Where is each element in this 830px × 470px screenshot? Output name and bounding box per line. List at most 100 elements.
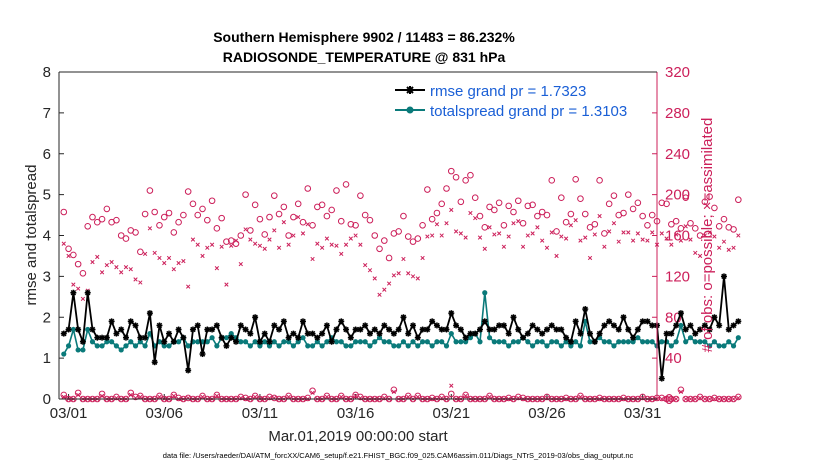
assimilated-obs-point [712, 234, 717, 239]
possible-obs-point [146, 187, 154, 194]
totalspread-point [683, 339, 689, 345]
assimilated-obs-point [358, 242, 363, 247]
assimilated-obs-point [563, 236, 569, 241]
rmse-point [60, 330, 67, 337]
assimilated-obs-point [707, 230, 712, 235]
possible-obs-point [471, 194, 479, 201]
rmse-point [716, 322, 723, 329]
rmse-point [70, 289, 77, 296]
left-tick-label: 1 [43, 350, 51, 367]
totalspread-point [353, 339, 359, 345]
possible-obs-point [543, 211, 551, 219]
assimilated-obs-point [391, 389, 397, 395]
rmse-point [271, 322, 278, 329]
totalspread-point [276, 343, 282, 349]
totalspread-point [678, 322, 684, 329]
assimilated-obs-point [195, 242, 200, 247]
assimilated-obs-point [209, 242, 215, 247]
rmse-point [548, 322, 555, 329]
rmse-point [276, 326, 283, 333]
possible-obs-point [706, 193, 713, 200]
assimilated-obs-point [678, 238, 684, 243]
totalspread-point [668, 343, 674, 349]
possible-obs-point [304, 394, 312, 402]
assimilated-obs-point [439, 233, 444, 238]
possible-obs-point [180, 211, 187, 219]
assimilated-obs-point [353, 233, 358, 238]
possible-obs-point [266, 213, 273, 221]
rmse-point [84, 289, 91, 296]
assimilated-obs-point [487, 394, 492, 400]
rmse-point [295, 334, 302, 341]
assimilated-obs-point [339, 251, 344, 257]
assimilated-obs-point [61, 241, 66, 246]
totalspread-point [348, 343, 354, 349]
totalspread-point [305, 343, 311, 349]
possible-obs-point [404, 233, 412, 240]
left-y-axis-label: rmse and totalspread [23, 165, 40, 306]
rmse-point [280, 318, 287, 325]
totalspread-point [549, 339, 555, 345]
assimilated-obs-point [702, 396, 707, 402]
assimilated-obs-point [123, 265, 129, 270]
assimilated-obs-point [353, 393, 358, 399]
right-tick-label: 240 [665, 146, 690, 163]
totalspread-point [357, 339, 363, 345]
possible-obs-point [620, 209, 627, 217]
possible-obs-point [720, 395, 728, 403]
assimilated-obs-point [80, 296, 86, 302]
rmse-point [610, 322, 617, 329]
assimilated-obs-point [142, 251, 148, 257]
possible-obs-point [328, 206, 335, 214]
possible-obs-point [122, 235, 130, 242]
assimilated-obs-point [406, 394, 411, 400]
possible-obs-point [419, 221, 426, 229]
assimilated-obs-point [449, 383, 454, 388]
assimilated-obs-point [693, 250, 698, 256]
assimilated-obs-point [319, 245, 325, 250]
rmse-point [505, 330, 512, 337]
possible-obs-point [280, 203, 288, 211]
possible-obs-point [337, 217, 345, 225]
assimilated-obs-point [138, 394, 143, 400]
possible-obs-point [285, 232, 292, 239]
assimilated-obs-point [152, 250, 157, 256]
totalspread-point [553, 339, 560, 345]
possible-obs-point [242, 394, 249, 402]
rmse-point [199, 351, 206, 358]
totalspread-point [501, 339, 507, 345]
rmse-point [697, 326, 704, 333]
legend: rmse grand pr = 1.7323 totalspread grand… [390, 80, 648, 122]
possible-obs-point [672, 395, 680, 403]
assimilated-obs-point [396, 271, 401, 276]
possible-obs-point [165, 209, 173, 217]
assimilated-obs-point [262, 246, 267, 251]
possible-obs-point [452, 173, 460, 181]
rmse-point [457, 326, 464, 333]
assimilated-obs-point [104, 262, 109, 268]
rmse-point [644, 318, 651, 325]
possible-obs-point [567, 210, 575, 218]
assimilated-obs-point [650, 230, 655, 235]
possible-obs-point [156, 221, 163, 229]
possible-obs-point [553, 228, 560, 235]
rmse-point [386, 326, 393, 333]
totalspread-point [85, 326, 91, 333]
possible-obs-point [194, 211, 202, 219]
assimilated-obs-point [683, 396, 688, 402]
possible-obs-point [371, 232, 379, 239]
totalspread-point [611, 343, 617, 349]
left-tick-label: 7 [43, 105, 51, 122]
possible-obs-point [486, 203, 493, 211]
possible-obs-point [199, 205, 206, 213]
totalspread-point [228, 331, 234, 337]
possible-obs-point [113, 216, 120, 224]
rmse-point [500, 322, 507, 329]
totalspread-point [75, 347, 81, 353]
assimilated-obs-point [229, 243, 234, 248]
assimilated-obs-point [678, 389, 684, 395]
totalspread-point [620, 339, 627, 345]
assimilated-obs-point [99, 393, 105, 399]
totalspread-series [61, 290, 741, 357]
